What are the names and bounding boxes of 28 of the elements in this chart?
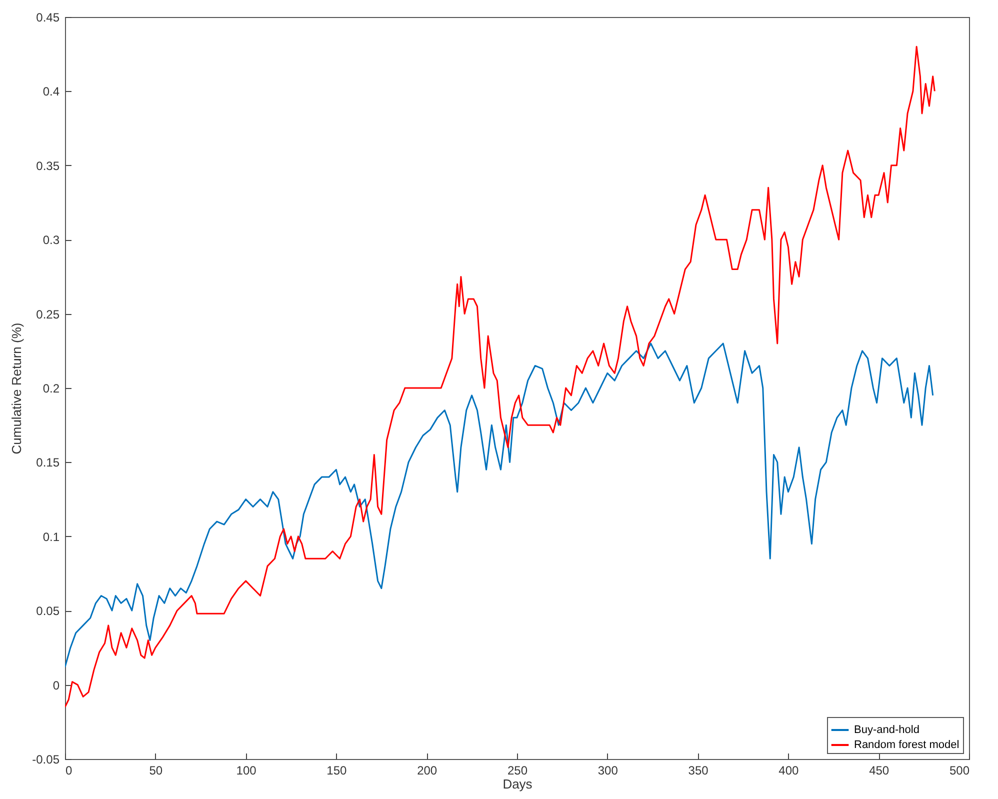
- x-tick-label: 200: [417, 764, 438, 778]
- x-axis-title: Days: [502, 776, 533, 792]
- x-tick-label: 300: [598, 764, 618, 778]
- line-series: [65, 46, 936, 708]
- x-tick-label: 500: [949, 764, 970, 778]
- y-tick-label: 0.15: [36, 456, 60, 470]
- x-tick-label: 400: [778, 764, 800, 778]
- y-tick-label: 0.3: [42, 233, 60, 248]
- y-tick-label: 0.35: [36, 158, 60, 173]
- y-tick-label: 0.2: [42, 382, 60, 396]
- x-tick-label: 150: [326, 764, 348, 778]
- legend-label: Random forest model: [854, 739, 960, 751]
- y-axis-title: Cumulative Return (%): [9, 322, 24, 454]
- x-tick-label: 0: [66, 764, 72, 778]
- x-tick-label: 100: [236, 764, 257, 778]
- y-tick-label: 0: [52, 678, 60, 692]
- y-tick-label: 0.25: [36, 307, 60, 322]
- y-tick-label: -0.05: [32, 752, 60, 766]
- y-tick-label: 0.45: [36, 10, 60, 24]
- legend-label: Buy-and-hold: [854, 724, 920, 736]
- y-tick-label: 0.4: [42, 84, 60, 99]
- x-tick-label: 50: [149, 764, 163, 778]
- y-tick-label: 0.05: [36, 604, 60, 618]
- x-tick-label: 350: [688, 764, 709, 778]
- x-tick-label: 250: [507, 764, 528, 778]
- y-tick-label: 0.1: [42, 530, 60, 544]
- line-series: [65, 342, 934, 668]
- x-tick-label: 450: [869, 764, 890, 778]
